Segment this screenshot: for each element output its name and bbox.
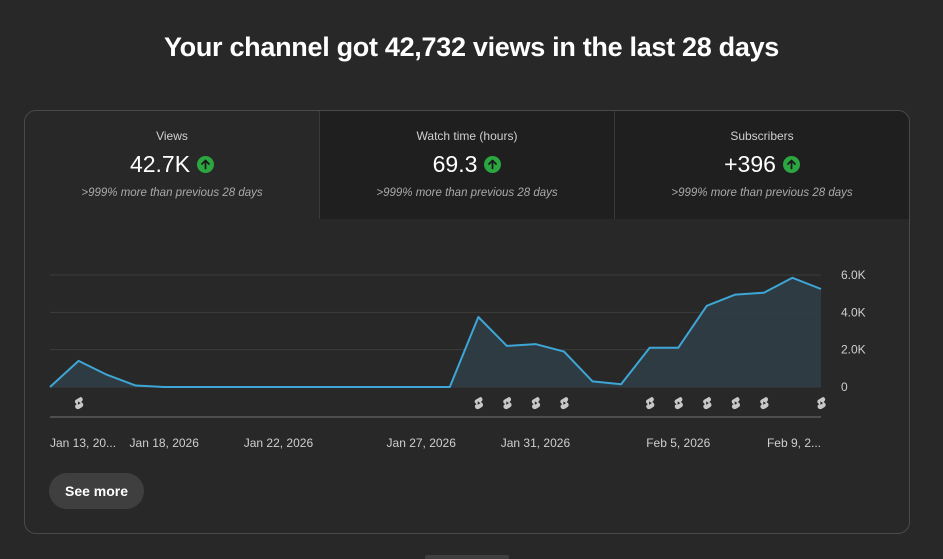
- tab-value: +396: [724, 151, 776, 177]
- data-point: [192, 386, 194, 388]
- x-tick-label: Feb 5, 2026: [646, 436, 710, 450]
- see-more-button[interactable]: See more: [49, 473, 145, 509]
- data-point: [449, 386, 451, 388]
- data-point: [649, 347, 651, 349]
- arrow-up-icon: [484, 156, 502, 173]
- data-point: [49, 386, 51, 388]
- shorts-icon[interactable]: [645, 396, 655, 410]
- data-point: [220, 386, 222, 388]
- shorts-icon[interactable]: [503, 396, 512, 410]
- x-tick-label: Jan 27, 2026: [387, 436, 457, 450]
- tab-comparison: >999% more than previous 28 days: [376, 187, 558, 199]
- shorts-icon[interactable]: [531, 396, 541, 410]
- data-point: [592, 380, 594, 382]
- data-point: [135, 385, 137, 387]
- arrow-up-icon: [197, 156, 215, 173]
- x-tick-label: Feb 9, 2...: [767, 436, 821, 450]
- analytics-card: Views 42.7K >999% more than previous 28 …: [24, 110, 910, 534]
- y-tick-label: 0: [841, 380, 848, 394]
- data-point: [163, 386, 165, 388]
- series-area: [50, 277, 821, 387]
- tab-label: Watch time (hours): [416, 129, 518, 143]
- data-point: [392, 386, 394, 388]
- y-tick-label: 2.0K: [841, 343, 866, 357]
- tab-comparison: >999% more than previous 28 days: [81, 187, 263, 199]
- views-chart[interactable]: 0 2.0K 4.0K 6.0K Jan 13, 20... Jan 18, 2026 Ja…: [25, 219, 909, 459]
- data-point: [563, 351, 565, 353]
- shorts-icon[interactable]: [817, 396, 826, 410]
- shorts-icon[interactable]: [560, 396, 569, 410]
- tab-comparison: >999% more than previous 28 days: [671, 187, 853, 199]
- data-point: [78, 360, 80, 362]
- data-point: [677, 347, 679, 349]
- data-point: [763, 292, 765, 294]
- tab-subscribers[interactable]: Subscribers +396 >999% more than previou…: [614, 111, 909, 219]
- data-point: [106, 374, 108, 376]
- data-point: [706, 305, 708, 307]
- tab-label: Views: [156, 129, 188, 143]
- shorts-icon[interactable]: [760, 396, 769, 410]
- x-tick-label: Jan 13, 20...: [50, 436, 116, 450]
- bottom-scroll-tab: [425, 555, 509, 559]
- x-tick-label: Jan 18, 2026: [130, 436, 200, 450]
- data-point: [791, 277, 793, 279]
- data-point: [734, 294, 736, 296]
- series-line: [49, 276, 822, 388]
- tab-value: 69.3: [432, 151, 478, 177]
- data-point: [420, 386, 422, 388]
- tab-watch-time[interactable]: Watch time (hours) 69.3 >999% more than …: [319, 111, 614, 219]
- data-point: [335, 386, 337, 388]
- tab-label: Subscribers: [730, 129, 794, 143]
- x-tick-label: Jan 31, 2026: [501, 436, 571, 450]
- data-point: [820, 288, 822, 290]
- page-headline: Your channel got 42,732 views in the las…: [163, 32, 780, 62]
- arrow-up-icon: [782, 156, 800, 173]
- data-point: [506, 345, 508, 347]
- shorts-icon[interactable]: [474, 396, 484, 410]
- data-point: [249, 386, 251, 388]
- data-point: [477, 316, 479, 318]
- shorts-icon[interactable]: [703, 396, 712, 410]
- tab-views[interactable]: Views 42.7K >999% more than previous 28 …: [25, 111, 319, 219]
- data-point: [620, 383, 622, 385]
- data-point: [363, 386, 365, 388]
- data-point: [534, 343, 536, 345]
- data-point: [306, 386, 308, 388]
- shorts-icon[interactable]: [74, 396, 84, 410]
- data-point: [277, 386, 279, 388]
- metric-tabs: Views 42.7K >999% more than previous 28 …: [25, 111, 909, 219]
- x-tick-label: Jan 22, 2026: [244, 436, 314, 450]
- shorts-icon[interactable]: [674, 396, 683, 410]
- y-tick-label: 6.0K: [841, 268, 866, 282]
- shorts-icon[interactable]: [731, 396, 741, 410]
- y-tick-label: 4.0K: [841, 305, 866, 319]
- tab-value: 42.7K: [129, 151, 191, 177]
